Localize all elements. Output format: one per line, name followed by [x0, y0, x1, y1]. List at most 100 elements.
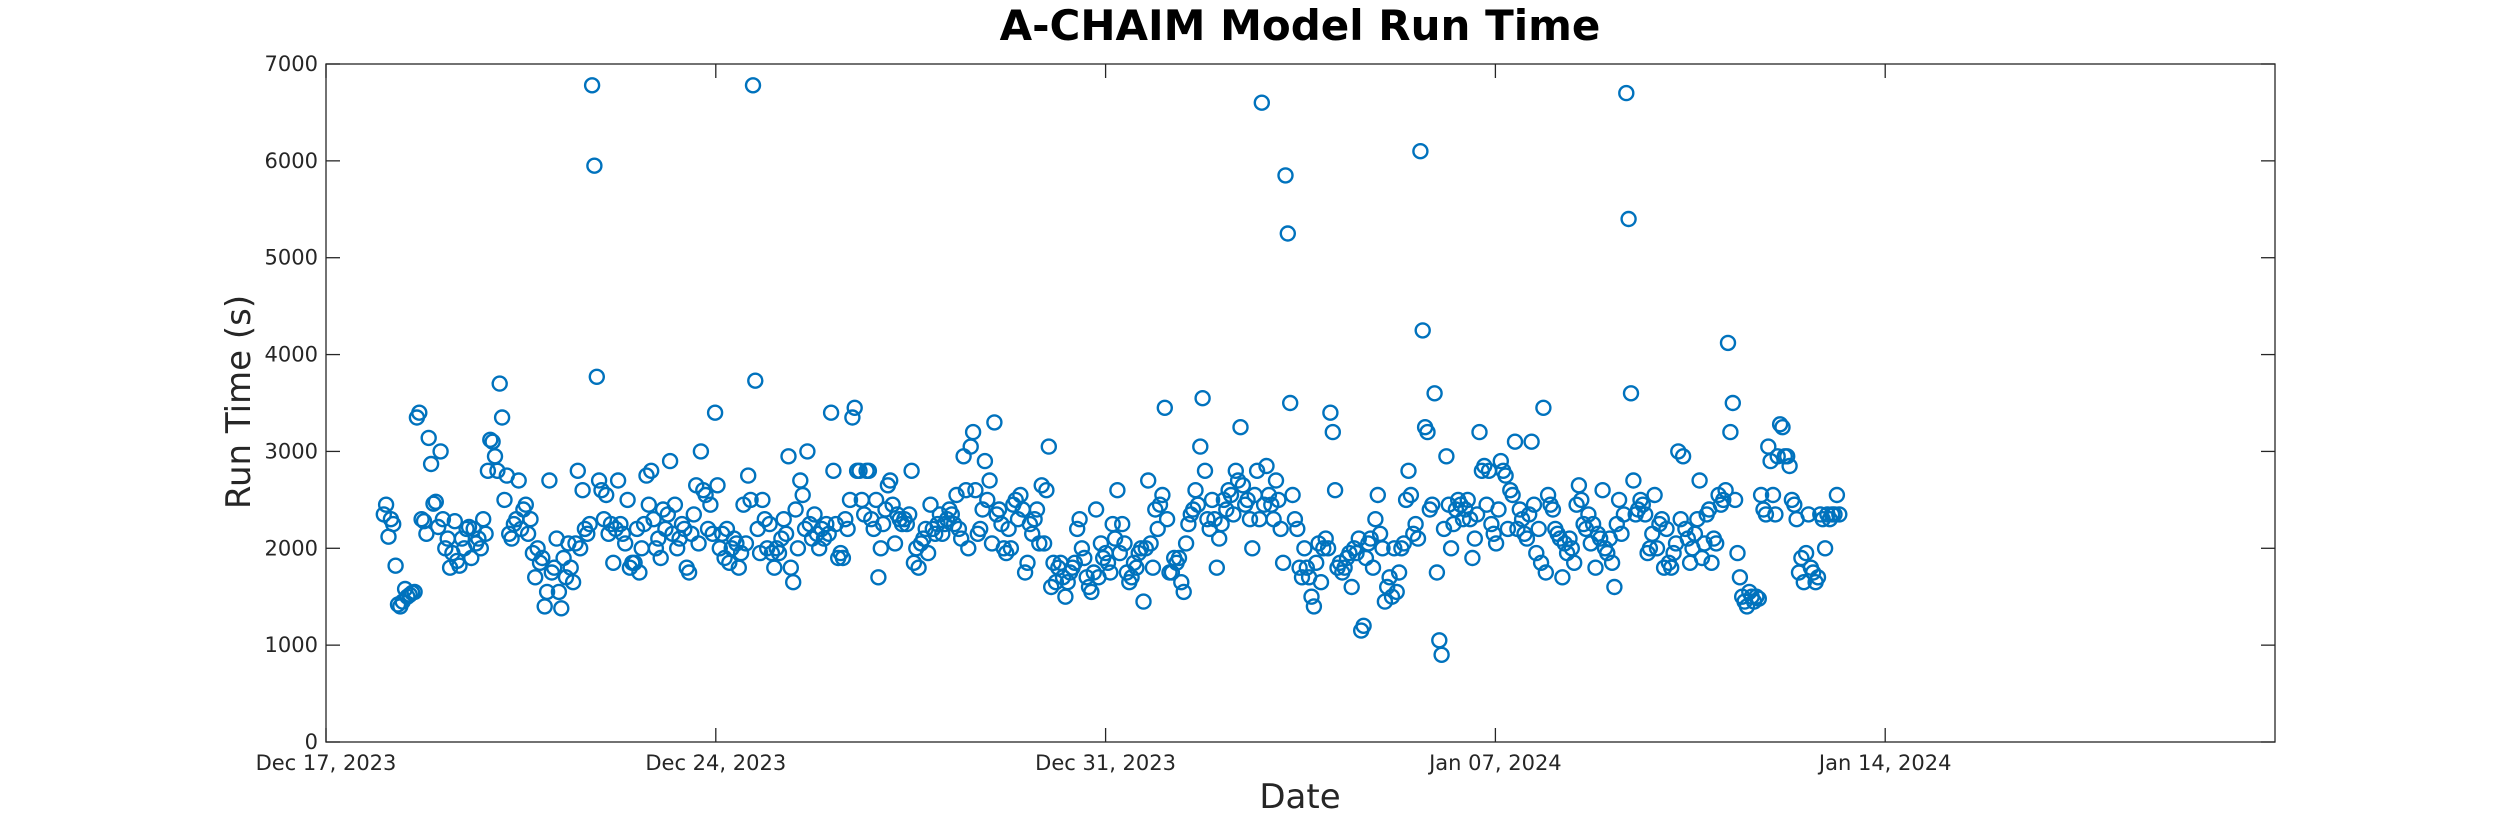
data-point: [1386, 540, 1403, 557]
data-point: [732, 544, 750, 562]
data-point: [1355, 617, 1372, 634]
data-point: [1724, 394, 1742, 412]
data-point: [451, 557, 468, 574]
data-point: [602, 515, 620, 533]
data-point: [886, 535, 904, 552]
data-point: [1625, 472, 1642, 489]
data-point: [922, 496, 939, 513]
data-point: [1591, 530, 1609, 547]
data-point: [777, 525, 795, 542]
data-point: [572, 540, 589, 557]
data-point: [1286, 511, 1304, 528]
data-point: [799, 443, 816, 460]
data-point: [1296, 540, 1313, 557]
data-point: [593, 482, 610, 499]
data-point: [1587, 559, 1604, 576]
data-point: [1793, 549, 1810, 567]
y-axis-label: Run Time (s): [219, 295, 259, 509]
data-point: [1535, 399, 1552, 416]
data-point: [1144, 559, 1162, 576]
data-point: [953, 530, 970, 547]
data-point: [1691, 472, 1708, 489]
data-point: [834, 549, 852, 567]
data-point: [538, 583, 556, 601]
x-tick-label: Jan 07, 2024: [1427, 751, 1562, 775]
data-point: [1388, 583, 1405, 601]
data-point: [1045, 554, 1062, 571]
data-point: [418, 525, 435, 542]
data-point: [387, 557, 404, 574]
data-point: [837, 511, 854, 528]
data-point: [1731, 569, 1749, 586]
data-point: [1002, 540, 1020, 557]
data-point: [661, 452, 679, 470]
data-point: [666, 496, 684, 513]
data-point: [785, 574, 802, 591]
data-point: [1518, 530, 1536, 547]
data-point: [766, 559, 783, 576]
data-point: [432, 443, 449, 460]
data-point: [640, 496, 657, 513]
data-point: [699, 520, 717, 538]
data-point: [1111, 544, 1129, 562]
data-point: [536, 598, 553, 615]
data-point: [1173, 574, 1190, 591]
data-point: [1426, 385, 1443, 402]
data-point: [1528, 544, 1545, 562]
data-point: [477, 525, 494, 542]
data-point: [609, 472, 627, 489]
data-point: [844, 409, 861, 426]
data-point: [1554, 569, 1571, 586]
data-point: [579, 525, 596, 542]
data-point: [1367, 511, 1384, 528]
data-point: [1719, 334, 1737, 352]
data-point: [1485, 525, 1502, 542]
data-point: [1229, 472, 1247, 489]
data-point: [1655, 559, 1673, 576]
data-point: [1809, 569, 1827, 586]
data-point: [1071, 511, 1088, 528]
data-point: [1241, 511, 1259, 528]
y-tick-label: 7000: [265, 52, 318, 76]
data-point: [1544, 501, 1562, 518]
data-point: [1151, 496, 1169, 513]
data-point: [377, 496, 395, 513]
data-point: [1610, 491, 1628, 509]
data-point: [1265, 511, 1282, 528]
data-point: [1192, 438, 1209, 455]
data-point: [669, 540, 686, 557]
data-point: [1573, 491, 1590, 509]
data-point: [491, 375, 508, 392]
data-point: [974, 501, 991, 518]
data-point: [617, 535, 634, 552]
data-point: [1000, 520, 1017, 538]
data-point: [1199, 511, 1216, 528]
data-point: [638, 467, 655, 484]
data-point: [1390, 564, 1408, 581]
data-point: [1407, 515, 1424, 533]
data-point: [643, 462, 660, 479]
data-point: [1428, 564, 1446, 581]
data-point: [411, 404, 428, 421]
data-point: [1665, 544, 1682, 562]
data-point: [1523, 433, 1540, 450]
data-point: [1187, 482, 1204, 499]
data-point: [1636, 506, 1654, 523]
y-tick-label: 5000: [265, 246, 318, 270]
data-point: [626, 554, 643, 571]
data-point: [1267, 472, 1285, 489]
data-point: [1369, 486, 1387, 504]
data-point: [1312, 574, 1330, 591]
data-point: [1568, 496, 1585, 513]
data-point: [1476, 457, 1493, 475]
data-point: [950, 520, 968, 538]
data-point: [1289, 520, 1306, 538]
data-point: [588, 368, 605, 385]
data-point: [546, 559, 563, 576]
data-point: [1804, 564, 1822, 581]
data-point: [1258, 457, 1275, 475]
data-point: [413, 511, 430, 528]
data-point: [901, 506, 918, 523]
data-point: [1147, 501, 1164, 518]
data-point: [534, 549, 551, 567]
